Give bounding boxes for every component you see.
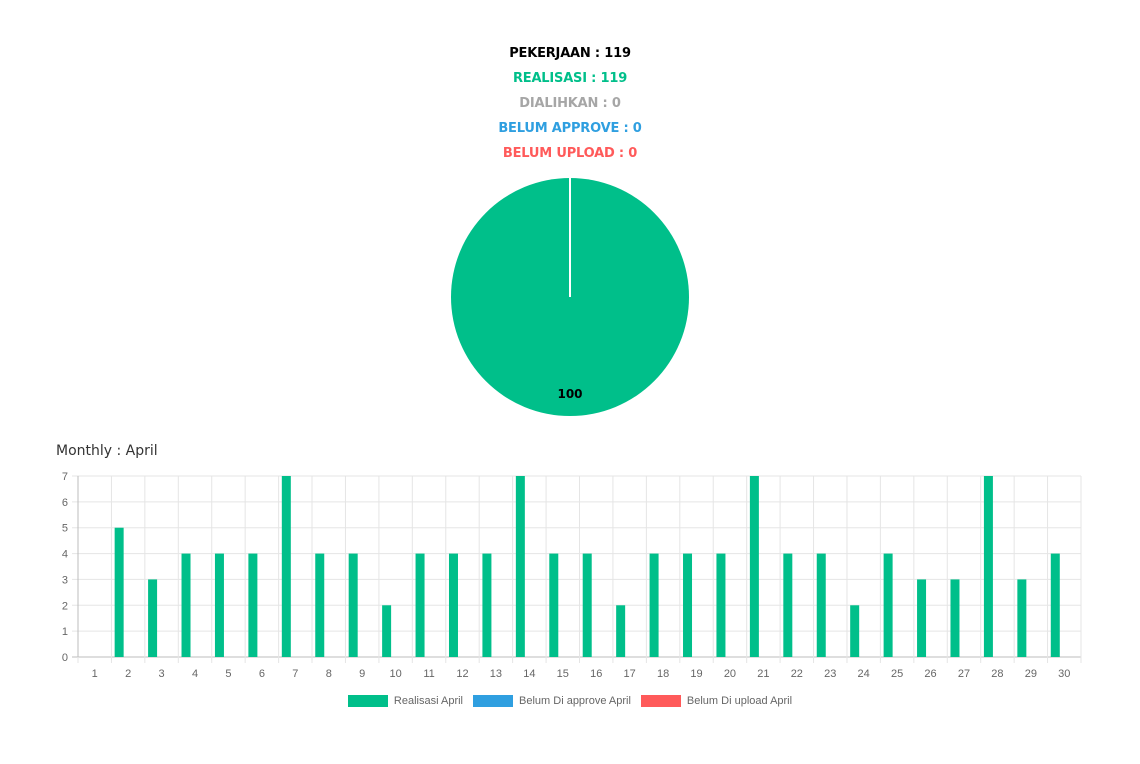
x-tick-label: 29 xyxy=(1025,668,1037,680)
x-tick-label: 27 xyxy=(958,668,970,680)
belum-approve-total: BELUM APPROVE : 0 xyxy=(498,121,642,136)
bar[interactable] xyxy=(114,527,124,657)
legend-swatch xyxy=(640,695,681,707)
x-tick-label: 12 xyxy=(456,668,468,680)
x-tick-label: 3 xyxy=(159,668,165,680)
bar[interactable] xyxy=(783,553,793,657)
legend-swatch xyxy=(347,695,388,707)
y-tick-label: 4 xyxy=(62,549,68,561)
bar[interactable] xyxy=(281,476,291,657)
pie-chart: 100 xyxy=(451,178,689,416)
x-tick-label: 21 xyxy=(757,668,769,680)
y-tick-label: 7 xyxy=(62,471,68,483)
x-tick-label: 30 xyxy=(1058,668,1070,680)
x-tick-label: 26 xyxy=(924,668,936,680)
bar[interactable] xyxy=(749,476,759,657)
bar[interactable] xyxy=(649,553,659,657)
bar[interactable] xyxy=(415,553,425,657)
x-tick-label: 28 xyxy=(991,668,1003,680)
bar[interactable] xyxy=(248,553,258,657)
bar[interactable] xyxy=(983,476,993,657)
summary-block: PEKERJAAN : 119 REALISASI : 119 DIALIHKA… xyxy=(0,41,1140,166)
bar[interactable] xyxy=(148,579,158,657)
bar[interactable] xyxy=(582,553,592,657)
x-tick-label: 15 xyxy=(557,668,569,680)
bar[interactable] xyxy=(515,476,525,657)
bar[interactable] xyxy=(850,605,860,657)
bar[interactable] xyxy=(348,553,358,657)
legend-label: Belum Di approve April xyxy=(519,695,631,707)
bar[interactable] xyxy=(448,553,458,657)
pekerjaan-total: PEKERJAAN : 119 xyxy=(509,46,631,61)
y-tick-label: 6 xyxy=(62,497,68,509)
legend-label: Realisasi April xyxy=(393,695,464,707)
x-tick-label: 6 xyxy=(259,668,265,680)
legend-label: Belum Di upload April xyxy=(686,695,793,707)
bar[interactable] xyxy=(482,553,492,657)
bar[interactable] xyxy=(816,553,826,657)
x-tick-label: 24 xyxy=(858,668,870,680)
legend-item[interactable]: Belum Di approve April xyxy=(473,695,631,707)
x-tick-label: 25 xyxy=(891,668,903,680)
bar-legend: Realisasi April Belum Di approve April Bel… xyxy=(0,695,1140,707)
x-tick-label: 1 xyxy=(92,668,98,680)
monthly-title: Monthly : April xyxy=(56,443,158,459)
x-tick-label: 11 xyxy=(423,668,434,680)
bar[interactable] xyxy=(382,605,392,657)
y-tick-label: 5 xyxy=(62,523,68,535)
legend-item[interactable]: Belum Di upload April xyxy=(640,695,793,707)
x-tick-label: 19 xyxy=(690,668,702,680)
pie-slice-label: 100 xyxy=(557,387,582,401)
bar[interactable] xyxy=(683,553,693,657)
x-tick-label: 7 xyxy=(292,668,298,680)
x-tick-label: 5 xyxy=(225,668,231,680)
belum-upload-total: BELUM UPLOAD : 0 xyxy=(502,146,638,161)
bar[interactable] xyxy=(181,553,191,657)
bar[interactable] xyxy=(1050,553,1060,657)
bar[interactable] xyxy=(716,553,726,657)
x-tick-label: 16 xyxy=(590,668,602,680)
x-tick-label: 9 xyxy=(359,668,365,680)
x-tick-label: 2 xyxy=(125,668,131,680)
x-tick-label: 23 xyxy=(824,668,836,680)
x-tick-label: 4 xyxy=(192,668,198,680)
y-tick-label: 2 xyxy=(62,600,68,612)
legend-item[interactable]: Realisasi April xyxy=(347,695,464,707)
bar[interactable] xyxy=(1017,579,1027,657)
x-tick-label: 18 xyxy=(657,668,669,680)
x-tick-label: 22 xyxy=(791,668,803,680)
y-tick-label: 3 xyxy=(62,574,68,586)
x-tick-label: 17 xyxy=(624,668,636,680)
y-tick-label: 1 xyxy=(62,626,68,638)
legend-swatch xyxy=(473,695,514,707)
bar[interactable] xyxy=(315,553,325,657)
x-tick-label: 20 xyxy=(724,668,736,680)
y-tick-label: 0 xyxy=(62,652,68,664)
bar[interactable] xyxy=(917,579,927,657)
x-tick-label: 10 xyxy=(389,668,401,680)
dialihkan-total: DIALIHKAN : 0 xyxy=(519,96,621,111)
bar[interactable] xyxy=(883,553,893,657)
bar[interactable] xyxy=(214,553,224,657)
bar[interactable] xyxy=(549,553,559,657)
x-tick-label: 8 xyxy=(326,668,332,680)
x-tick-label: 13 xyxy=(490,668,502,680)
realisasi-total: REALISASI : 119 xyxy=(512,71,628,86)
bar[interactable] xyxy=(616,605,626,657)
bar[interactable] xyxy=(950,579,960,657)
x-tick-label: 14 xyxy=(523,668,535,680)
